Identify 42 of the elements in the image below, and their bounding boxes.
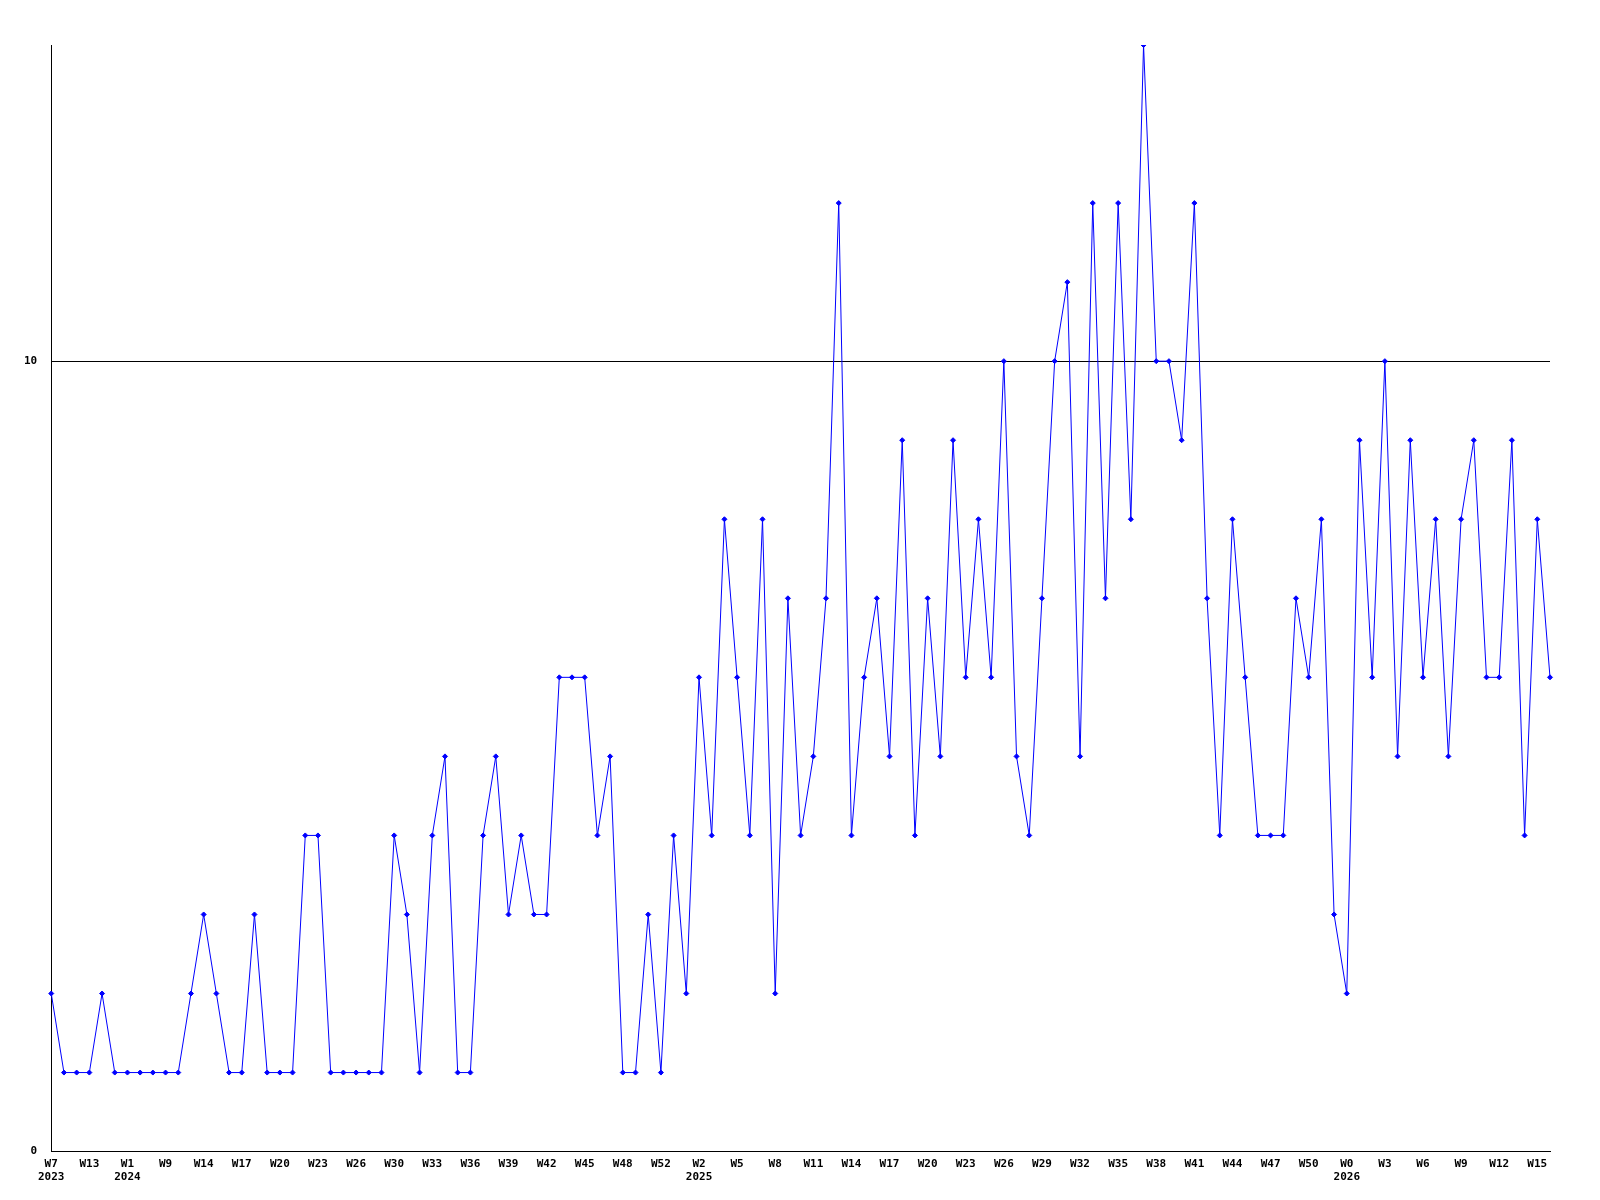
x-tick-label: W38 <box>1146 1157 1167 1171</box>
x-tick-label: W23 <box>955 1157 976 1171</box>
x-tick-label: W50 <box>1298 1157 1319 1171</box>
x-tick-label: W26 <box>993 1157 1015 1171</box>
x-tick-label: W5 <box>730 1157 744 1171</box>
x-tick-label: W20 <box>269 1157 290 1171</box>
x-tick-label: W30 <box>384 1157 405 1171</box>
x-tick-label: W7 2023 <box>38 1157 65 1184</box>
x-tick-label: W3 <box>1378 1157 1392 1171</box>
x-tick-label: W15 <box>1527 1157 1548 1171</box>
x-tick-label: W14 <box>193 1157 214 1171</box>
x-tick-label: W26 <box>346 1157 367 1171</box>
y-tick-label: 10 <box>24 354 38 368</box>
x-tick-label: W2 2025 <box>685 1157 713 1184</box>
x-tick-label: W35 <box>1108 1157 1129 1171</box>
x-tick-label: W9 <box>1454 1157 1468 1171</box>
x-tick-label: W23 <box>308 1157 328 1171</box>
x-tick-label: W33 <box>422 1157 443 1171</box>
x-tick-label: W9 <box>158 1157 173 1171</box>
x-tick-label: W12 <box>1489 1157 1510 1171</box>
x-tick-label: W8 <box>768 1157 782 1171</box>
x-tick-label: W14 <box>841 1157 862 1171</box>
x-tick-label: W41 <box>1184 1157 1205 1171</box>
y-tick-label: 0 <box>30 1144 38 1158</box>
x-tick-label: W17 <box>879 1157 900 1171</box>
x-tick-label: W6 <box>1416 1157 1430 1171</box>
x-tick-label: W48 <box>612 1157 633 1171</box>
x-tick-label: W32 <box>1070 1157 1090 1171</box>
x-tick-label: W45 <box>574 1157 595 1171</box>
x-tick-label: W47 <box>1260 1157 1281 1171</box>
x-tick-label: W39 <box>498 1157 519 1171</box>
x-tick-label: W20 <box>917 1157 938 1171</box>
x-tick-label: W42 <box>536 1157 557 1171</box>
x-tick-label: W29 <box>1032 1157 1052 1171</box>
x-tick-label: W52 <box>650 1157 671 1171</box>
x-tick-label: W1 2024 <box>114 1157 142 1184</box>
x-tick-label: W13 <box>79 1157 100 1171</box>
x-tick-label: W44 <box>1222 1157 1243 1171</box>
x-tick-label: W17 <box>231 1157 252 1171</box>
x-tick-label: W0 2026 <box>1333 1157 1361 1184</box>
x-tick-label: W36 <box>460 1157 481 1171</box>
x-tick-label: W11 <box>803 1157 824 1171</box>
